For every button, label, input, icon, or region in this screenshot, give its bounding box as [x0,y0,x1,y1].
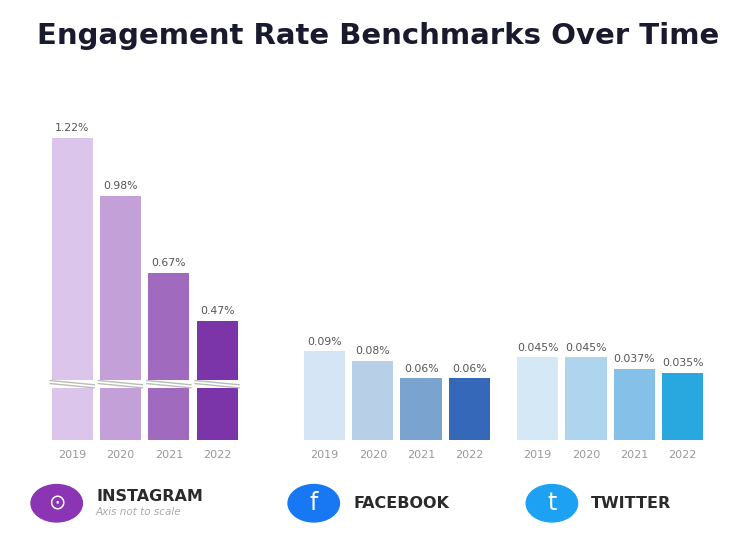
Text: 0.037%: 0.037% [614,354,655,364]
Text: 2019: 2019 [310,450,339,460]
Bar [304,351,345,440]
Text: 1.22%: 1.22% [55,123,89,133]
Bar [100,196,141,440]
Text: 0.06%: 0.06% [404,364,438,374]
Text: 0.045%: 0.045% [565,343,607,353]
Bar [197,321,237,440]
Text: 2022: 2022 [203,450,231,460]
Text: 0.045%: 0.045% [517,343,559,353]
Text: 0.98%: 0.98% [104,181,138,191]
Bar [614,368,655,440]
Text: 0.09%: 0.09% [307,337,342,347]
Text: 0.47%: 0.47% [200,306,234,316]
Bar [401,378,442,440]
Bar [195,380,239,388]
Bar [147,380,191,388]
Bar [449,378,490,440]
Text: 2022: 2022 [668,450,697,460]
Text: 0.08%: 0.08% [355,346,390,356]
Bar [50,380,94,388]
Text: Engagement Rate Benchmarks Over Time: Engagement Rate Benchmarks Over Time [37,22,719,50]
Text: 2021: 2021 [155,450,183,460]
Bar [565,358,606,440]
Bar [662,373,703,440]
Text: 2022: 2022 [455,450,484,460]
Text: TWITTER: TWITTER [591,496,671,511]
Text: 0.67%: 0.67% [151,258,186,268]
Text: Axis not to scale: Axis not to scale [96,507,181,517]
Text: 0.035%: 0.035% [662,358,703,368]
Text: f: f [309,491,318,515]
Text: ⊙: ⊙ [48,493,66,513]
Text: 2020: 2020 [107,450,135,460]
Text: 2020: 2020 [358,450,387,460]
Bar [148,273,190,440]
Text: 2020: 2020 [572,450,600,460]
Text: 2021: 2021 [407,450,435,460]
Text: INSTAGRAM: INSTAGRAM [96,489,203,504]
Bar [51,138,93,440]
Text: t: t [547,491,556,515]
Bar [517,358,558,440]
Bar [352,361,393,440]
Text: 2019: 2019 [523,450,552,460]
Bar [98,380,143,388]
Text: 2019: 2019 [58,450,86,460]
Text: 2021: 2021 [620,450,649,460]
Text: FACEBOOK: FACEBOOK [353,496,449,511]
Text: 0.06%: 0.06% [452,364,487,374]
